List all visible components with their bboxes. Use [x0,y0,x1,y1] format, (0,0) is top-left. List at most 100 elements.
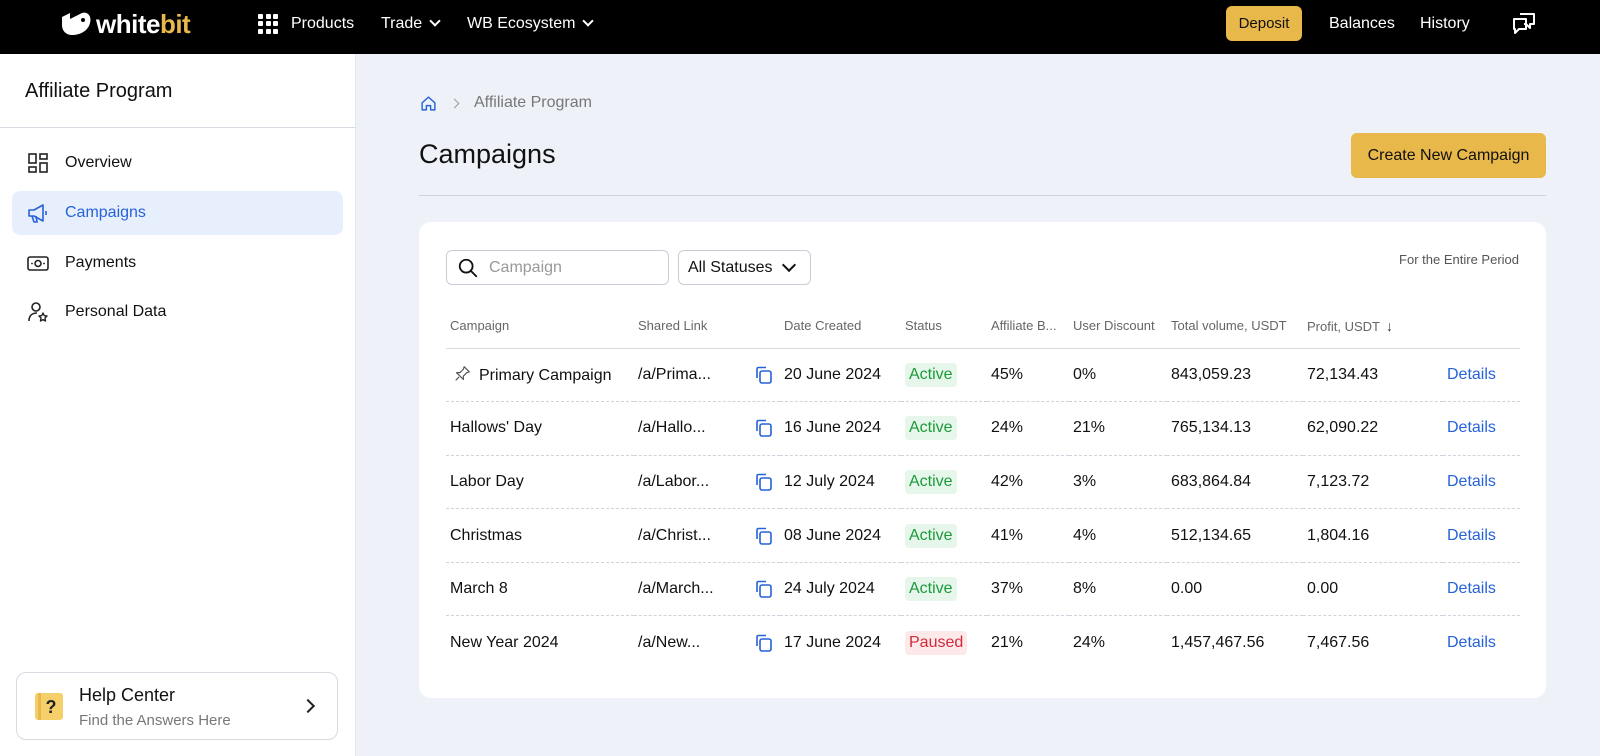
cell-shared-link: /a/Christ... [634,508,780,563]
cell-status: Paused [901,616,987,670]
cell-date-created: 24 July 2024 [780,562,901,617]
details-link[interactable]: Details [1447,526,1496,544]
status-badge: Active [905,577,957,602]
user-star-icon [28,302,48,322]
cell-affiliate-bonus: 21% [991,634,1024,652]
shared-link-text: /a/Prima... [638,365,711,383]
column-header-total-volume[interactable]: Total volume, USDT [1167,304,1303,349]
sidebar-item-overview[interactable]: Overview [12,141,343,185]
sidebar-item-personal-data[interactable]: Personal Data [12,290,343,334]
wb-ecosystem-menu[interactable]: WB Ecosystem [467,0,595,47]
cell-status: Active [901,508,987,563]
logo-text: whitebit [96,8,191,39]
cell-date-created: 17 June 2024 [784,634,881,652]
status-badge: Active [905,523,957,548]
cell-date-created: 16 June 2024 [780,401,901,456]
campaign-name: Labor Day [450,472,524,490]
page-title: Campaigns [419,139,556,169]
history-link[interactable]: History [1420,14,1470,32]
sidebar-item-campaigns[interactable]: Campaigns [12,191,343,235]
cell-total-volume: 843,059.23 [1167,348,1303,403]
cell-total-volume: 512,134.65 [1167,508,1303,563]
table-row: Hallows' Day/a/Hallo... 16 June 2024 Activ… [446,401,1520,456]
sidebar-item-label: Personal Data [65,303,167,320]
trade-menu[interactable]: Trade [381,0,441,47]
chevron-right-icon [449,98,460,108]
status-badge: Active [905,362,957,387]
breadcrumb: Affiliate Program [420,93,592,113]
cell-status: Active [901,455,987,510]
status-badge: Active [905,469,957,494]
copy-icon[interactable] [754,633,774,653]
details-link[interactable]: Details [1447,634,1496,652]
help-center-card[interactable]: ? Help Center Find the Answers Here [16,672,338,740]
copy-icon[interactable] [754,472,774,492]
apps-grid-icon [258,13,278,34]
cell-total-volume: 0.00 [1167,562,1303,617]
cell-campaign: New Year 2024 [446,616,634,670]
column-header-profit[interactable]: Profit, USDT ↓ [1303,304,1443,349]
shared-link-text: /a/Labor... [638,472,710,490]
copy-icon[interactable] [754,365,774,385]
copy-icon[interactable] [754,526,774,546]
logo-mark-icon [62,12,91,35]
copy-icon[interactable] [754,418,774,438]
details-link[interactable]: Details [1447,472,1496,490]
help-book-icon: ? [35,693,63,720]
column-header-user-discount[interactable]: User Discount [1069,304,1167,349]
status-filter-select[interactable]: All Statuses [678,250,811,285]
table-row: New Year 2024/a/New... 17 June 2024 Paused… [446,616,1520,670]
home-icon[interactable] [420,95,437,112]
pin-icon[interactable] [454,365,471,382]
cell-affiliate-bonus: 41% [987,508,1069,563]
status-badge: Active [905,416,957,441]
cell-profit: 62,090.22 [1303,401,1443,456]
breadcrumb-current: Affiliate Program [474,94,592,111]
campaign-name: Hallows' Day [450,419,542,437]
top-navigation-bar: whitebit Products Trade WB Ecosystem Dep… [0,0,1600,54]
cell-affiliate-bonus: 37% [987,562,1069,617]
products-menu[interactable]: Products [258,0,354,47]
table-row: Christmas/a/Christ... 08 June 2024 Active 4… [446,508,1520,563]
period-filter[interactable]: For the Entire Period [1399,252,1519,267]
sort-descending-icon: ↓ [1385,317,1393,334]
cell-actions: Details [1443,348,1520,403]
cell-campaign: March 8 [446,562,634,617]
search-input[interactable] [489,254,659,281]
sidebar: Affiliate Program Overview Campaigns Pay… [0,54,356,756]
cell-campaign: Labor Day [446,455,634,510]
cell-shared-link: /a/Labor... [634,455,780,510]
campaign-search [446,250,669,285]
ecosystem-label: WB Ecosystem [467,14,576,32]
help-center-subtitle: Find the Answers Here [79,712,231,729]
deposit-button[interactable]: Deposit [1226,6,1302,41]
whitebit-logo[interactable]: whitebit [60,8,191,39]
balances-link[interactable]: Balances [1329,14,1395,32]
cash-icon [27,256,49,271]
chevron-down-icon [429,15,441,27]
column-header-shared-link[interactable]: Shared Link [634,304,780,349]
chevron-down-icon [582,15,595,27]
column-header-status[interactable]: Status [901,304,987,349]
details-link[interactable]: Details [1447,419,1496,437]
copy-icon[interactable] [754,579,774,599]
cell-user-discount: 4% [1069,508,1167,563]
details-link[interactable]: Details [1447,365,1496,383]
create-new-campaign-button[interactable]: Create New Campaign [1351,133,1546,178]
cell-user-discount: 24% [1073,634,1106,652]
chat-icon[interactable] [1512,12,1536,34]
dashboard-icon [28,153,48,173]
cell-profit: 72,134.43 [1303,348,1443,403]
sidebar-divider [0,127,356,128]
column-header-affiliate-bonus[interactable]: Affiliate B... [987,304,1069,349]
details-link[interactable]: Details [1447,580,1496,598]
cell-status: Active [901,348,987,403]
cell-shared-link: /a/March... [634,562,780,617]
cell-affiliate-bonus: 24% [987,401,1069,456]
column-header-date-created[interactable]: Date Created [780,304,901,349]
sidebar-item-payments[interactable]: Payments [12,241,343,285]
cell-profit: 1,804.16 [1303,508,1443,563]
table-row: March 8/a/March... 24 July 2024 Active 37% 8… [446,562,1520,617]
column-header-campaign[interactable]: Campaign [446,304,634,349]
table-header-row: Campaign Shared Link Date Created Status… [446,304,1520,349]
